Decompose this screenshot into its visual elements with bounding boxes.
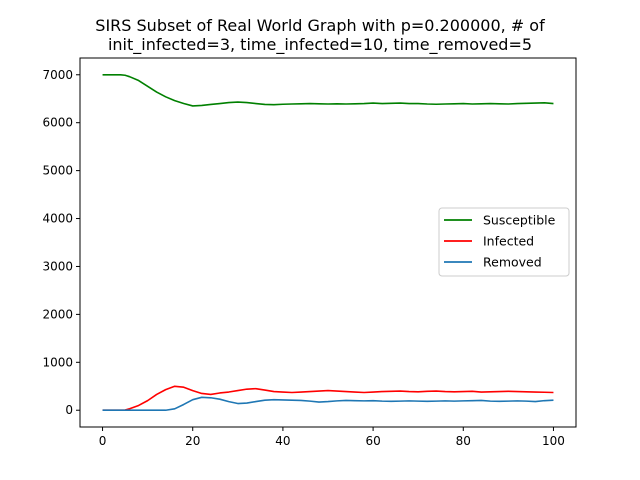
y-axis: 0 1000 2000 3000 4000 5000 6000 7000 bbox=[42, 68, 80, 417]
legend-label-infected: Infected bbox=[483, 234, 534, 249]
x-tick-label: 60 bbox=[365, 434, 380, 448]
x-tick-label: 100 bbox=[542, 434, 565, 448]
series-line-infected bbox=[102, 385, 554, 412]
series-line-removed bbox=[102, 396, 554, 412]
y-tick-label: 0 bbox=[65, 403, 73, 417]
series-line-susceptible bbox=[102, 73, 554, 107]
chart-title-line-2: init_infected=3, time_infected=10, time_… bbox=[108, 35, 532, 55]
chart-title: SIRS Subset of Real World Graph with p=0… bbox=[95, 16, 545, 55]
y-tick-label: 4000 bbox=[42, 212, 73, 226]
x-tick-label: 0 bbox=[99, 434, 107, 448]
legend-label-susceptible: Susceptible bbox=[483, 213, 556, 228]
x-tick-label: 40 bbox=[275, 434, 290, 448]
series-lines bbox=[102, 73, 554, 412]
legend-label-removed: Removed bbox=[483, 255, 542, 270]
x-tick-label: 80 bbox=[456, 434, 471, 448]
plot-area-frame bbox=[79, 57, 577, 428]
y-tick-label: 7000 bbox=[42, 68, 73, 82]
x-tick-label: 20 bbox=[185, 434, 200, 448]
legend: Susceptible Infected Removed bbox=[438, 207, 570, 277]
y-tick-label: 6000 bbox=[42, 116, 73, 130]
chart-title-line-1: SIRS Subset of Real World Graph with p=0… bbox=[95, 16, 545, 35]
legend-box bbox=[438, 207, 570, 277]
y-tick-label: 2000 bbox=[42, 307, 73, 321]
x-axis: 0 20 40 60 80 100 bbox=[99, 427, 565, 448]
y-tick-label: 5000 bbox=[42, 164, 73, 178]
y-tick-label: 3000 bbox=[42, 259, 73, 273]
y-tick-label: 1000 bbox=[42, 355, 73, 369]
